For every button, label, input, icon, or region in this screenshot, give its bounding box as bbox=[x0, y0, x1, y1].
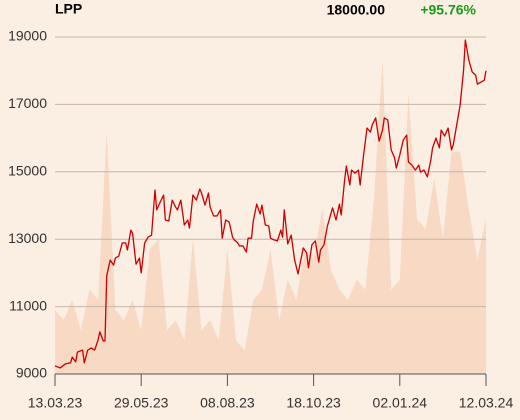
x-tick-label: 08.08.23 bbox=[200, 395, 255, 411]
y-tick-label: 9000 bbox=[16, 365, 47, 381]
x-tick-label: 13.03.23 bbox=[28, 395, 83, 411]
x-tick-label: 12.03.24 bbox=[459, 395, 514, 411]
last-price: 18000.00 bbox=[327, 2, 386, 18]
y-tick-label: 19000 bbox=[8, 28, 47, 44]
y-tick-label: 17000 bbox=[8, 95, 47, 111]
y-tick-label: 15000 bbox=[8, 163, 47, 179]
volume-area bbox=[55, 60, 486, 375]
price-line bbox=[54, 39, 487, 369]
y-tick-label: 11000 bbox=[9, 297, 47, 313]
x-tick-label: 18.10.23 bbox=[286, 395, 341, 411]
chart-title: LPP bbox=[55, 1, 82, 17]
x-tick-label: 02.01.24 bbox=[373, 395, 428, 411]
y-tick-label: 13000 bbox=[8, 230, 47, 246]
x-tick-label: 29.05.23 bbox=[114, 395, 169, 411]
price-change: +95.76% bbox=[420, 2, 476, 18]
